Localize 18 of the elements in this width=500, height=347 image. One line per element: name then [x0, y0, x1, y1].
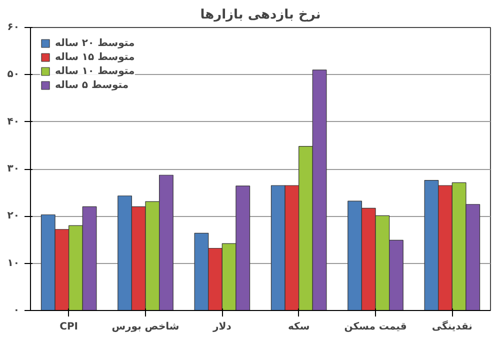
legend-label: متوسط ۵ ساله	[55, 79, 129, 91]
y-tick-label: ۱۰	[7, 258, 20, 269]
y-tick-label: ۳۰	[7, 164, 20, 174]
legend-label: متوسط ۱۰ ساله	[55, 65, 135, 77]
y-tick-label: ۴۰	[7, 116, 20, 128]
y-tick-label: ۶۰	[7, 22, 20, 33]
x-tick-label: CPI	[60, 322, 78, 332]
x-tick-label: دلار	[212, 322, 232, 332]
legend-label: متوسط ۲۰ ساله	[55, 37, 135, 49]
x-tick-label: شاخص بورس	[112, 322, 180, 332]
legend-label: متوسط ۱۵ ساله	[55, 51, 135, 63]
x-tick-label: سکه	[288, 322, 310, 332]
x-tick-label: قیمت مسکن	[344, 322, 407, 332]
x-tick-label: نقدینگی	[432, 320, 472, 332]
y-tick-label: ۰	[13, 305, 20, 316]
chart-title: نرخ بازدهی بازارها	[200, 8, 321, 22]
y-tick-label: ۲۰	[7, 210, 20, 222]
y-tick-label: ۵۰	[7, 69, 20, 80]
